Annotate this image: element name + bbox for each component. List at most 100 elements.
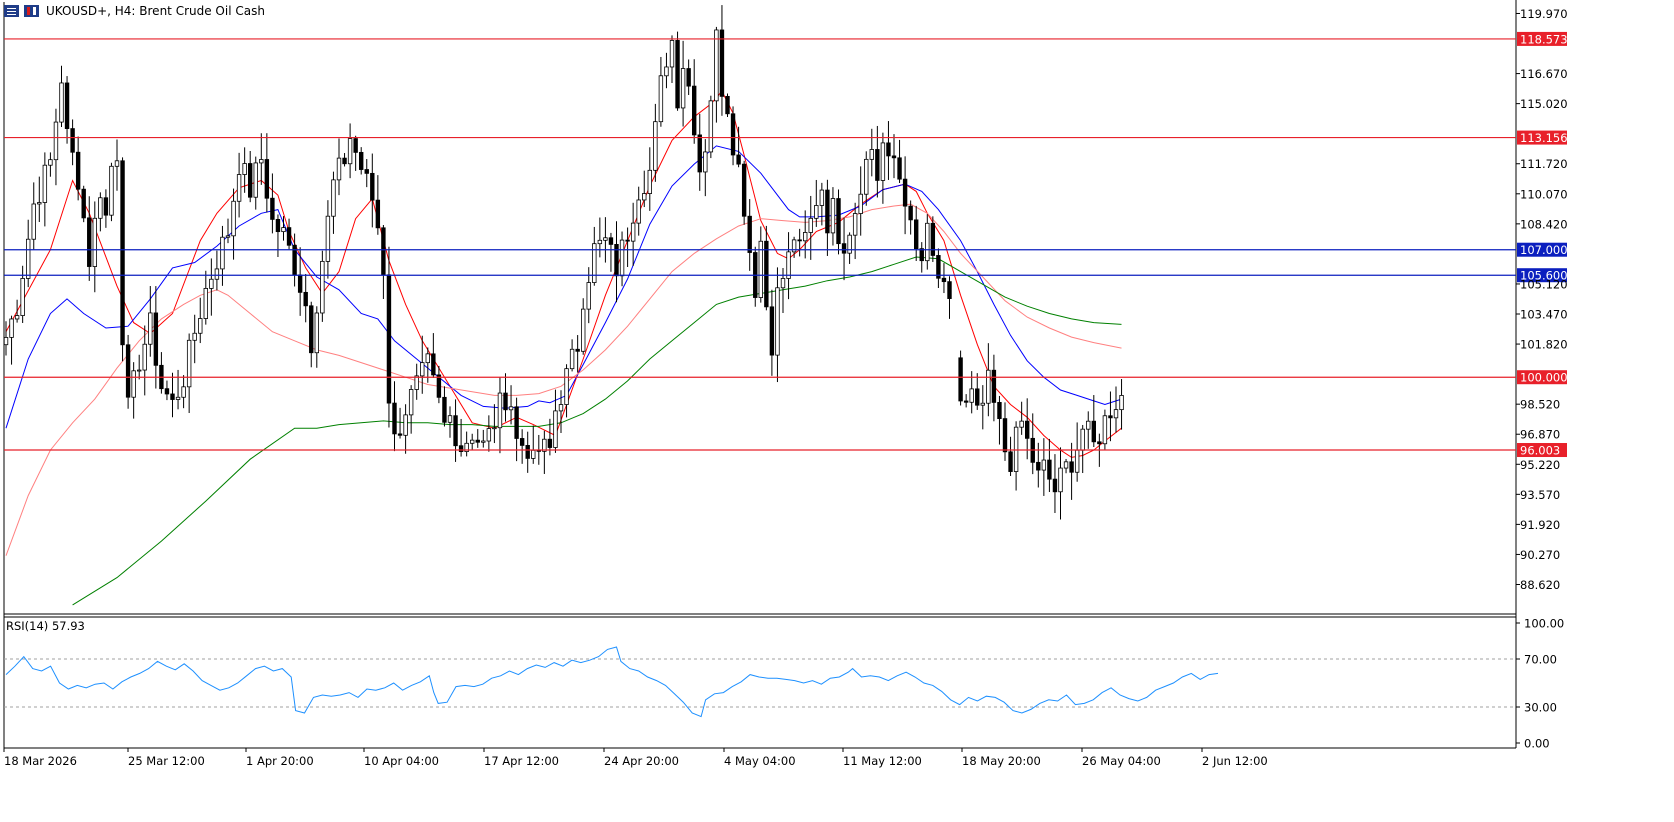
level-price-label: 107.000 (1520, 243, 1568, 257)
candle-body (48, 159, 53, 166)
candle-body (714, 29, 719, 102)
level-price-label: 105.600 (1520, 269, 1568, 283)
candle (697, 113, 702, 191)
candle (958, 350, 963, 406)
candle (1052, 454, 1058, 514)
one-click-trading-icon[interactable] (24, 5, 39, 17)
price-tick-label: 105.120 (1520, 277, 1568, 291)
candle (353, 135, 358, 171)
candle-body (503, 392, 508, 411)
candle-body (597, 239, 603, 245)
candle (902, 156, 908, 235)
candle-body (719, 29, 725, 97)
candle (209, 258, 214, 316)
price-tick-label: 90.270 (1520, 548, 1560, 562)
candle-body (270, 197, 275, 220)
candle-body (1052, 478, 1058, 493)
moving-average-ma-blue (5, 145, 1122, 429)
candle (714, 26, 719, 123)
candle-body (997, 402, 1002, 420)
candle-body (630, 222, 636, 242)
candle-body (436, 374, 442, 398)
candle-body (1036, 461, 1041, 471)
candle-body (936, 255, 941, 279)
level-price-tag (1517, 31, 1567, 46)
candle (281, 216, 286, 241)
candle-body (553, 410, 558, 448)
moving-average-ma-red (5, 90, 1122, 458)
candle (336, 138, 342, 196)
chart-frame (3, 0, 1517, 749)
candle (636, 186, 641, 236)
candle (364, 159, 369, 188)
chart-menu-icon[interactable] (4, 5, 19, 17)
candle-body (31, 203, 36, 240)
candle (1069, 442, 1074, 500)
candle (75, 136, 81, 201)
candle (886, 121, 891, 180)
candle-body (791, 239, 797, 253)
price-axis: 119.970 116.670 115.020 111.720 110.070 108.4… (1516, 7, 1568, 592)
candle-body (747, 215, 752, 253)
candle-body (1047, 459, 1052, 480)
candle-body (175, 396, 181, 400)
candle-body (87, 217, 92, 267)
candle (214, 250, 220, 291)
candle-body (675, 40, 680, 109)
candle-body (1119, 395, 1124, 411)
candle (1008, 436, 1013, 476)
candle-body (186, 339, 192, 388)
candle-body (1058, 467, 1063, 493)
candle (836, 189, 841, 255)
candle (314, 306, 319, 368)
candle (1025, 398, 1030, 460)
candle (125, 334, 131, 409)
candle-body (941, 277, 947, 283)
candle (503, 373, 508, 422)
candle-body (508, 406, 514, 411)
candle (347, 123, 353, 179)
moving-average-ma-green (72, 256, 1122, 606)
candle (1102, 409, 1108, 450)
horizontal-levels[interactable]: 118.573 113.156 107.000 105.600 100.000 96.00… (4, 31, 1568, 458)
candle-body (242, 163, 247, 175)
candle-body (14, 315, 20, 320)
candle-body (619, 239, 625, 277)
candle (592, 226, 597, 286)
candle-body (847, 234, 852, 254)
candle (1063, 458, 1069, 474)
price-tick-label: 110.070 (1520, 187, 1568, 201)
level-price-tag (1517, 370, 1567, 385)
candle-body (364, 169, 369, 174)
candle (325, 200, 331, 279)
rsi-tick-label: 70.00 (1524, 653, 1557, 667)
candle-body (647, 169, 652, 194)
candle-body (758, 240, 763, 298)
candle (692, 59, 697, 144)
candle-body (358, 151, 364, 170)
candle-body (519, 438, 525, 446)
candle (392, 381, 397, 452)
candle-body (303, 291, 308, 307)
candle-body (220, 236, 225, 270)
candle-body (841, 243, 847, 254)
candle-body (852, 213, 858, 236)
price-tick-label: 115.020 (1520, 97, 1568, 111)
candle-body (136, 369, 142, 372)
candle-body (353, 138, 358, 153)
candle (48, 152, 53, 177)
candle (525, 431, 530, 473)
candle-body (420, 362, 425, 377)
candle (464, 431, 469, 457)
candle-body (930, 222, 936, 256)
candle-body (148, 312, 153, 345)
candle (14, 299, 20, 323)
candle-body (109, 165, 114, 216)
candle-body (969, 388, 974, 403)
candle (925, 214, 930, 270)
price-tick-label: 119.970 (1520, 7, 1568, 21)
candle-body (392, 402, 397, 435)
candle-body (986, 369, 991, 404)
candle-body (114, 160, 120, 167)
